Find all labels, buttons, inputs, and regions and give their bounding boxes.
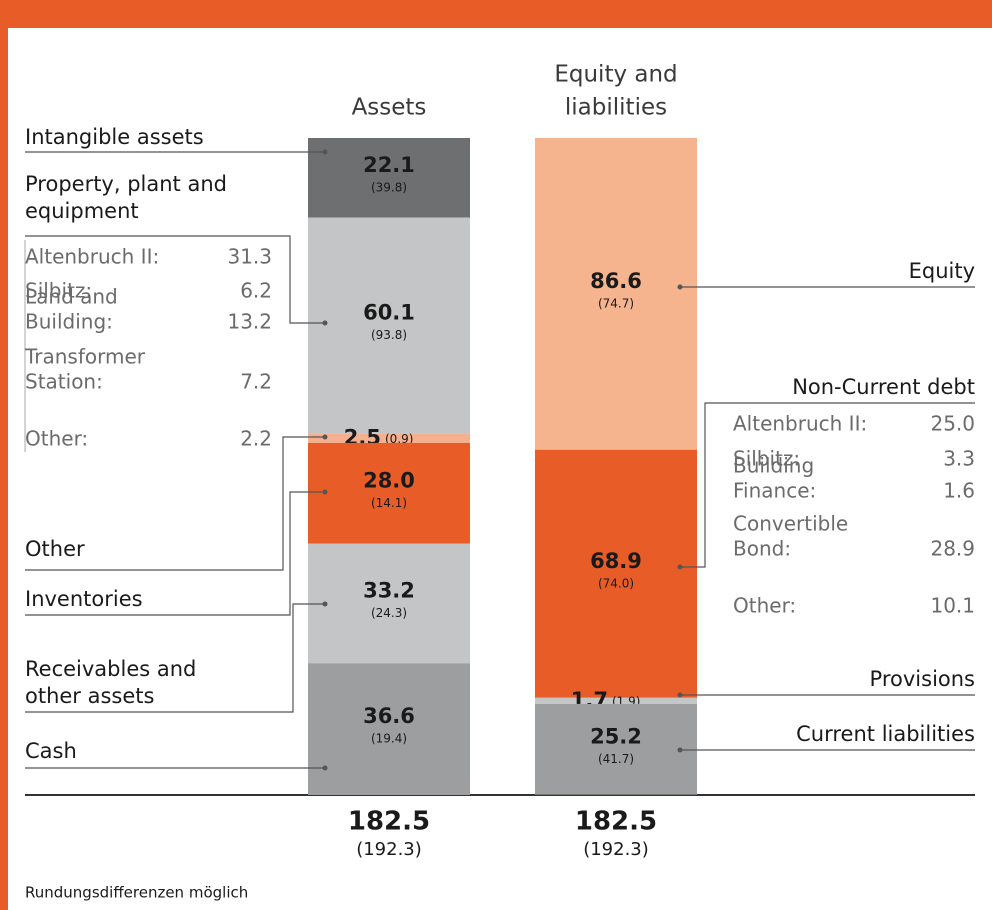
segment-label: equipment <box>25 199 139 223</box>
bar-segment <box>308 543 470 664</box>
segment-label: Property, plant and <box>25 172 227 196</box>
segment-label: Inventories <box>25 587 143 611</box>
segment-prior: (24.3) <box>371 606 407 620</box>
breakdown-label: Silbitz: <box>25 279 92 303</box>
connector <box>25 491 325 616</box>
bar-segment <box>535 449 697 698</box>
bar-segment <box>535 138 697 450</box>
connector-dot <box>322 489 328 495</box>
segment-label: Non-Current debt <box>792 375 975 399</box>
segment-prior: (14.1) <box>371 496 407 510</box>
connector-dot <box>322 149 328 155</box>
breakdown-label: Altenbruch II: <box>733 412 867 436</box>
breakdown-label: Finance: <box>733 479 816 503</box>
segment-value: 36.6 <box>363 704 415 728</box>
segment-value: 28.0 <box>363 468 415 492</box>
breakdown-value: 10.1 <box>930 594 975 618</box>
breakdown-label: Bond: <box>733 537 791 561</box>
segment-label: Other <box>25 537 85 561</box>
breakdown-label: Transformer <box>24 345 146 369</box>
breakdown-label: Building: <box>25 310 113 334</box>
segment-prior: (19.4) <box>371 732 407 746</box>
segment-prior: (0.9) <box>385 432 413 446</box>
breakdown-value: 6.2 <box>240 279 272 303</box>
connector-dot <box>677 747 683 753</box>
column-title: Equity and <box>554 62 677 88</box>
connector <box>25 436 325 571</box>
note: Rundungsdifferenzen möglich <box>25 884 248 902</box>
bar-segment <box>308 217 470 434</box>
column-title: liabilities <box>565 95 667 121</box>
segment-value: 68.9 <box>590 549 642 573</box>
segment-prior: (74.7) <box>598 296 634 310</box>
bar-segment <box>308 433 470 443</box>
bar-segment <box>308 138 470 218</box>
breakdown-label: Land and <box>25 285 118 309</box>
bar-segment <box>308 663 470 795</box>
connector-dot <box>322 434 328 440</box>
breakdown-value: 1.6 <box>943 479 975 503</box>
segment-label: Equity <box>909 259 975 283</box>
segment-label: Provisions <box>870 667 975 691</box>
breakdown-label: Other: <box>25 427 88 451</box>
segment-value: 60.1 <box>363 301 415 325</box>
breakdown-value: 2.2 <box>240 427 272 451</box>
breakdown-value: 31.3 <box>227 245 272 269</box>
connector <box>680 402 975 568</box>
connector <box>25 235 325 324</box>
connector-dot <box>677 284 683 290</box>
breakdown-value: 28.9 <box>930 537 975 561</box>
connector-dot <box>322 765 328 771</box>
column-total-prior: (192.3) <box>356 839 422 860</box>
bar-segment <box>535 697 697 704</box>
segment-value: 86.6 <box>590 269 642 293</box>
segment-label: Receivables and <box>25 657 196 681</box>
segment-label: Cash <box>25 739 77 763</box>
breakdown-value: 7.2 <box>240 370 272 394</box>
connector-dot <box>677 692 683 698</box>
breakdown-value: 25.0 <box>930 412 975 436</box>
left-border <box>0 0 8 910</box>
segment-prior: (39.8) <box>371 180 407 194</box>
segment-label: Intangible assets <box>25 125 204 149</box>
segment-label: Current liabilities <box>796 722 975 746</box>
column-total: 182.5 <box>348 807 430 837</box>
segment-prior: (74.0) <box>598 576 634 590</box>
column-total: 182.5 <box>575 807 657 837</box>
segment-prior: (41.7) <box>598 752 634 766</box>
bar-segment <box>308 442 470 544</box>
breakdown-label: Other: <box>733 594 796 618</box>
breakdown-value: 3.3 <box>943 447 975 471</box>
segment-label: other assets <box>25 684 154 708</box>
connector-dot <box>677 564 683 570</box>
segment-prior: (93.8) <box>371 328 407 342</box>
bar-segment <box>535 703 697 795</box>
header-band <box>0 0 992 28</box>
breakdown-value: 13.2 <box>227 310 272 334</box>
segment-value: 22.1 <box>363 153 415 177</box>
connector <box>25 603 325 713</box>
connector-dot <box>322 601 328 607</box>
breakdown-label: Building <box>733 454 814 478</box>
breakdown-label: Convertible <box>733 512 848 536</box>
breakdown-label: Altenbruch II: <box>25 245 159 269</box>
segment-value: 33.2 <box>363 578 415 602</box>
breakdown-label: Station: <box>25 370 103 394</box>
column-title: Assets <box>352 95 427 121</box>
segment-value: 25.2 <box>590 724 642 748</box>
breakdown-label: Silbitz: <box>733 447 800 471</box>
connector-dot <box>322 320 328 326</box>
column-total-prior: (192.3) <box>583 839 649 860</box>
